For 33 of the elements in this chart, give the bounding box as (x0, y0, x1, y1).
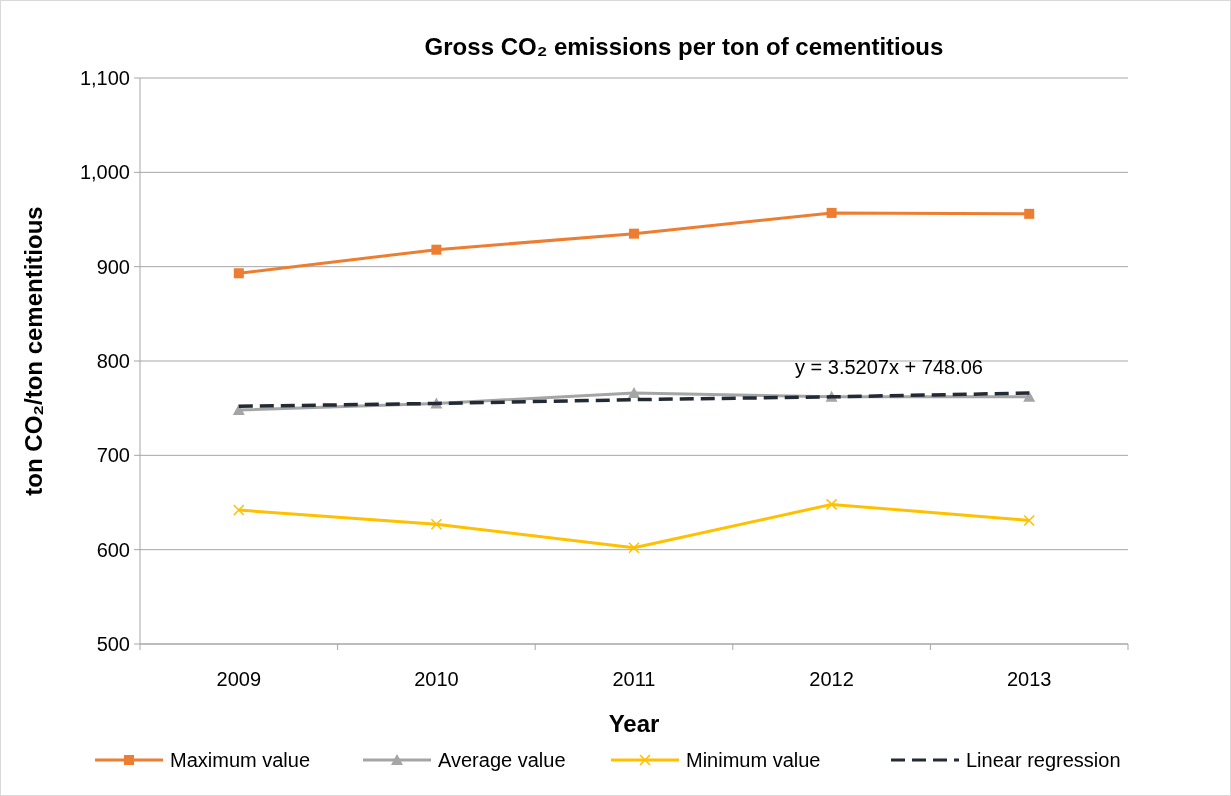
x-tick-label: 2013 (1006, 668, 1052, 690)
point (1023, 514, 1035, 527)
x-tick-label: 2012 (809, 668, 854, 690)
point (825, 498, 838, 511)
point (629, 228, 639, 239)
point (826, 207, 837, 218)
legend-label: Maximum value (170, 749, 311, 771)
x-tick-label: 2009 (216, 668, 262, 690)
y-axis-title: ton CO₂/ton cementitious (20, 206, 47, 496)
point (431, 244, 442, 255)
point (628, 387, 640, 399)
chart-title: Gross CO₂ emissions per ton of cementitious (424, 33, 944, 60)
point (233, 268, 244, 279)
y-tick-label: 1,000 (79, 161, 130, 184)
point (233, 504, 245, 516)
y-tick-label: 800 (96, 350, 130, 372)
y-tick-label: 700 (96, 444, 130, 467)
x-tick-label: 2010 (414, 668, 459, 690)
x-tick-label: 2011 (612, 668, 656, 690)
y-tick-label: 600 (96, 538, 130, 561)
legend-label: Average value (438, 749, 566, 771)
legend-label: Linear regression (966, 749, 1121, 771)
point (232, 404, 245, 416)
point (1024, 208, 1035, 219)
point (1023, 390, 1036, 402)
y-tick-label: 900 (96, 255, 130, 278)
y-tick-label: 500 (96, 633, 130, 655)
annotation: y = 3.5207x + 748.06 (795, 356, 983, 378)
point (628, 542, 640, 554)
legend-label: Minimum value (686, 749, 821, 771)
y-tick-label: 1,100 (79, 67, 130, 89)
point (430, 518, 443, 530)
x-axis-title: Year (608, 710, 660, 737)
